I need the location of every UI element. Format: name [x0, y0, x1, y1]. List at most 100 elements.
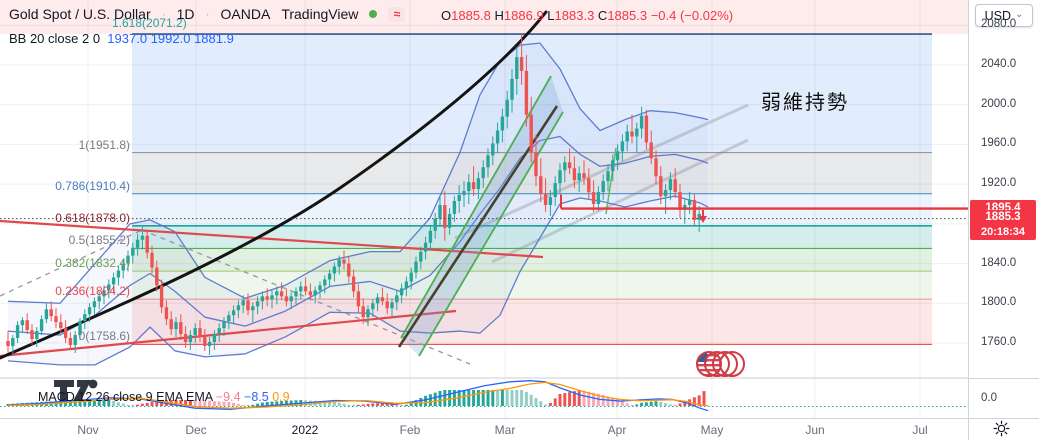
chart-canvas[interactable]: Gold Spot / U.S. Dollar · 1D · OANDA Tra… — [0, 0, 968, 418]
close-label: C — [597, 8, 608, 23]
candle-body — [457, 195, 461, 202]
candle-body — [308, 291, 313, 296]
macd-histogram-bar — [246, 404, 250, 406]
candle-body — [135, 239, 140, 248]
text-drawing-annotation[interactable]: 弱維持勢 — [761, 92, 849, 114]
macd-line-value: −8.5 — [244, 390, 269, 404]
candle-body — [145, 235, 149, 253]
macd-histogram-bar — [275, 401, 279, 406]
candle-body — [299, 286, 303, 292]
candle-body — [438, 204, 442, 219]
macd-signal-value: 0.9 — [272, 390, 290, 404]
candle-body — [486, 155, 490, 168]
price-tick-label: 1760.0 — [981, 336, 1017, 348]
fib-band — [132, 248, 932, 272]
macd-histogram-bar — [116, 402, 120, 406]
macd-histogram-bar — [692, 397, 696, 406]
macd-histogram-bar — [102, 400, 106, 406]
candle-body — [495, 130, 500, 144]
candle-body — [534, 152, 538, 177]
candle-body — [515, 57, 519, 79]
macd-histogram-bar — [616, 399, 620, 406]
legend-separator: · — [161, 7, 166, 21]
macd-histogram-bar — [131, 404, 135, 406]
macd-histogram-bar — [587, 391, 591, 406]
fib-level-label: 0.5(1855.2) — [68, 233, 130, 248]
candle-body — [121, 263, 125, 271]
candle-body — [375, 297, 380, 304]
candle-body — [303, 286, 308, 292]
candle-body — [270, 295, 274, 300]
candle-body — [155, 267, 159, 286]
candle-body — [227, 315, 231, 322]
market-status-dot-icon — [369, 10, 378, 18]
macd-histogram-bar — [635, 404, 639, 406]
symbol-legend[interactable]: Gold Spot / U.S. Dollar · 1D · OANDA Tra… — [9, 6, 406, 22]
macd-histogram-bar — [241, 404, 245, 406]
macd-histogram-bar — [385, 402, 389, 406]
candle-body — [73, 335, 77, 345]
candle-body — [519, 57, 524, 71]
candle-body — [246, 300, 250, 311]
macd-histogram-bar — [380, 402, 384, 406]
macd-histogram-bar — [83, 400, 87, 406]
macd-histogram-bar — [328, 401, 332, 406]
macd-histogram-bar — [582, 390, 586, 406]
gray-channel-line — [454, 103, 749, 240]
macd-histogram-bar — [486, 390, 490, 406]
candle-body — [491, 143, 495, 156]
bb-indicator-legend[interactable]: BB 20 close 2 0 1937.0 1992.0 1881.9 — [9, 31, 234, 46]
macd-histogram-bar — [606, 396, 610, 406]
candle-body — [414, 261, 418, 273]
candle-body — [260, 296, 265, 302]
candle-body — [476, 178, 481, 190]
price-axis[interactable]: USD ⌄ 2080.0 2040.0 2000.0 1960.0 1920.0 1840… — [968, 0, 1039, 440]
candle-body — [83, 314, 87, 322]
candle-body — [318, 285, 322, 291]
candle-body — [78, 321, 82, 336]
candle-body — [236, 305, 241, 311]
chart-plot-svg[interactable] — [0, 0, 968, 418]
macd-label[interactable]: MACD 12 26 close 9 EMA EMA — [38, 390, 213, 404]
candle-body — [356, 291, 361, 307]
down-arrow-marker — [699, 210, 707, 223]
macd-histogram-bar — [68, 400, 72, 406]
time-axis[interactable]: Nov Dec 2022 Feb Mar Apr May Jun Jul — [0, 418, 968, 440]
macd-histogram-bar — [520, 390, 524, 406]
currency-selector[interactable]: USD ⌄ — [975, 4, 1033, 27]
last-price-badge: 1885.3 20:18:34 — [970, 210, 1036, 240]
high-value: 1886.9 — [503, 8, 544, 23]
candle-body — [553, 183, 557, 198]
bb-label[interactable]: BB 20 close 2 0 — [9, 31, 101, 46]
macd-histogram-bar — [88, 400, 92, 406]
macd-indicator-legend[interactable]: MACD 12 26 close 9 EMA EMA −9.4 −8.5 0.9 — [38, 390, 290, 404]
macd-histogram-bar — [625, 403, 629, 406]
delayed-data-icon[interactable]: ≈ — [388, 6, 406, 22]
time-axis-label: Dec — [185, 423, 207, 437]
macd-histogram-bar — [184, 400, 188, 406]
interval-label[interactable]: 1D — [176, 6, 195, 22]
symbol-title[interactable]: Gold Spot / U.S. Dollar — [9, 6, 151, 22]
settings-button[interactable] — [993, 420, 1010, 440]
macd-histogram-bar — [462, 390, 466, 406]
macd-histogram-bar — [155, 401, 159, 406]
fib-level-label: 1.618(2071.2) — [112, 16, 187, 31]
macd-histogram-bar — [529, 394, 533, 406]
candle-body — [524, 70, 529, 115]
green-channel-lower — [418, 111, 564, 357]
candle-body — [35, 331, 39, 340]
candle-body — [558, 170, 562, 184]
candle-body — [577, 173, 581, 181]
candle-body — [193, 328, 197, 336]
candle-body — [140, 235, 145, 240]
macd-histogram-bar — [289, 400, 293, 406]
candle-body — [203, 337, 207, 346]
tradingview-logo-icon[interactable] — [52, 377, 104, 403]
pane-separator — [969, 378, 1039, 379]
candle-body — [337, 259, 341, 267]
price-tick-label: 2000.0 — [981, 97, 1017, 110]
change-value: −0.4 (−0.02%) — [650, 8, 734, 23]
candle-body — [241, 300, 245, 306]
macd-histogram-bar — [78, 400, 82, 406]
